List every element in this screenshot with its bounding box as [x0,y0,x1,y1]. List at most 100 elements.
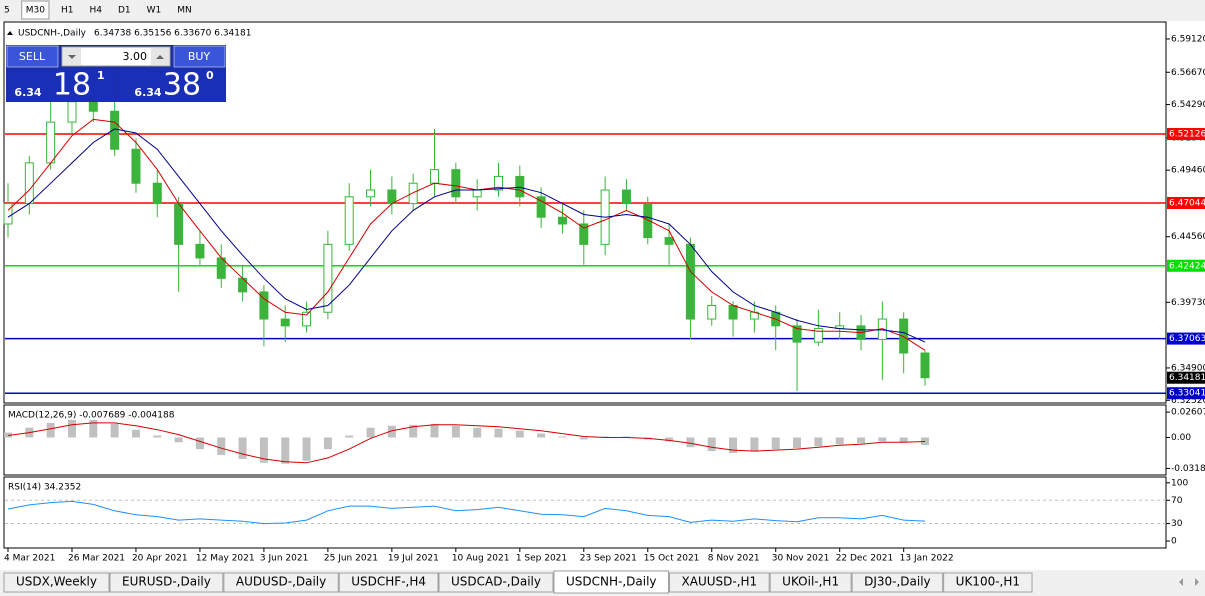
timeframe-label[interactable]: MN [177,6,192,16]
candle-body [643,203,653,239]
candle-body [110,110,120,150]
last-price: 6.34181 [1169,373,1205,383]
x-tick-label: 3 Jun 2021 [260,554,308,564]
sell-label[interactable]: SELL [19,50,46,63]
tab[interactable] [943,572,1033,593]
tab-label[interactable]: UKOil-,H1 [782,575,839,589]
macd-bar [515,430,524,438]
y-tick-label: 6.56670 [1171,68,1205,78]
timeframe-button[interactable] [85,1,106,19]
candle-body [88,101,98,112]
tabs: USDX,Weekly EURUSD-,Daily AUDUSD-,Daily USD… [3,570,1033,594]
y-tick-label: 6.49460 [1171,166,1205,176]
macd-bar [558,436,567,438]
x-tick-label: 22 Dec 2021 [836,554,894,564]
macd-bar [899,437,908,443]
buy-button[interactable] [173,45,226,68]
y-tick-label: 100 [1171,478,1188,488]
y-tick-label: 30 [1171,519,1183,529]
timeframe-button[interactable] [0,1,14,19]
macd-bar [409,424,418,438]
tab-label[interactable]: AUDUSD-,Daily [236,575,326,589]
tab-label[interactable]: USDCNH-,Daily [566,575,657,589]
tab-label[interactable]: USDCHF-,H4 [351,575,426,589]
y-tick-label: 6.54290 [1171,100,1205,110]
candle-body [493,175,503,191]
macd-bar [835,437,844,445]
y-tick-label: 6.32520 [1171,396,1205,406]
scroll-left[interactable] [1179,578,1183,586]
tab-label[interactable]: UK100-,H1 [956,575,1020,589]
level-label: 6.33041 [1169,389,1205,399]
tab[interactable] [338,572,439,593]
timeframe-label[interactable]: H1 [61,6,74,16]
tab[interactable] [851,572,944,593]
candle-body [302,311,312,327]
tab[interactable] [438,572,554,593]
tab[interactable] [223,572,339,593]
macd-bar [259,437,268,463]
macd-bar [387,425,396,438]
macd-bar [814,437,823,447]
lot-value[interactable]: 3.00 [123,50,148,63]
candle-body [174,203,184,245]
tab[interactable] [553,570,670,594]
tab-label[interactable]: USDX,Weekly [16,575,97,589]
sell-button[interactable] [6,45,59,68]
rsi-title: RSI(14) 34.2352 [8,483,81,493]
ask-base: 6.34 [134,86,161,99]
scroll-right[interactable] [1195,578,1199,586]
macd-bar [46,422,55,438]
timeframe-label[interactable]: D1 [118,6,131,16]
timeframe-label[interactable]: H4 [89,6,102,16]
macd-bar [430,423,439,438]
tab-label[interactable]: XAUUSD-,H1 [682,575,758,589]
macd-bar [878,437,887,442]
tab[interactable] [3,572,110,593]
chart-title: USDCNH-,Daily [18,29,87,39]
y-tick-label: 6.59120 [1171,34,1205,44]
x-tick-label: 4 Mar 2021 [4,554,55,564]
macd-bar [665,437,674,442]
candle-body [344,196,354,245]
rsi-frame [3,476,1167,549]
timeframe-button[interactable] [113,1,135,19]
ohlc: 6.34738 6.35156 6.33670 6.34181 [94,29,251,39]
macd-bar [921,437,929,445]
macd-bar [622,436,631,438]
tab[interactable] [109,572,224,593]
timeframe-label[interactable]: W1 [147,6,162,16]
bid-box[interactable] [7,69,115,101]
level-tag [1167,332,1205,345]
macd-bar [793,437,802,449]
macd-bar [494,428,503,438]
timeframe-button[interactable] [21,0,50,20]
ask-box[interactable] [117,69,225,101]
candle-body [920,352,930,379]
timeframe-button[interactable] [173,1,196,19]
x-tick-label: 23 Sep 2021 [580,554,637,564]
ask-point: 0 [206,69,214,82]
candle-body [152,182,162,205]
buy-label[interactable]: BUY [188,50,211,63]
macd-bar [174,437,183,443]
macd-bar [750,437,759,452]
timeframe-label[interactable]: 5 [4,6,10,16]
level-tag [1167,259,1205,272]
tab[interactable] [669,572,770,593]
collapse-icon [7,31,13,35]
candle-body [813,328,823,343]
timeframe-button[interactable] [56,1,78,19]
rsi-line [7,500,926,525]
tab[interactable] [769,572,852,593]
tab-label[interactable]: USDCAD-,Daily [451,575,541,589]
candle-body [728,304,738,320]
timeframe-button[interactable] [142,1,166,19]
bid-point: 1 [97,69,105,82]
tab-label[interactable]: EURUSD-,Daily [122,575,211,589]
lot-input[interactable] [61,46,171,67]
timeframe-label[interactable]: M30 [26,6,45,16]
tab-label[interactable]: DJ30-,Daily [864,575,931,589]
candle-body [536,196,546,218]
